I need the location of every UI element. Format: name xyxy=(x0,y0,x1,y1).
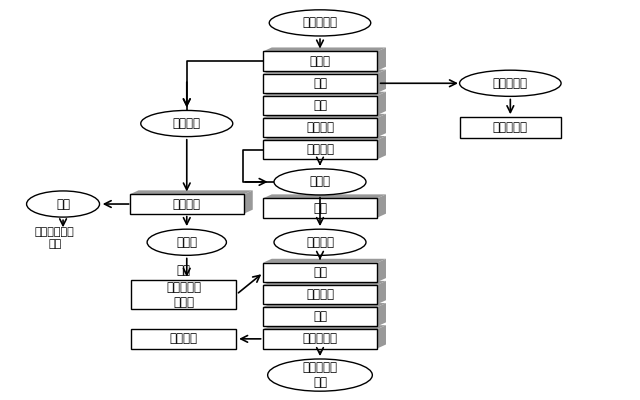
Ellipse shape xyxy=(460,70,561,96)
Text: 餐厨废弃物: 餐厨废弃物 xyxy=(303,16,337,30)
Ellipse shape xyxy=(274,169,366,195)
Bar xyxy=(263,285,377,304)
Ellipse shape xyxy=(274,229,366,255)
Text: 取样检验: 取样检验 xyxy=(170,332,198,345)
Text: 污水: 污水 xyxy=(56,198,70,210)
Text: 制粒、烘干: 制粒、烘干 xyxy=(303,332,337,345)
Polygon shape xyxy=(377,92,386,115)
Bar xyxy=(263,329,377,348)
Text: 固体发酵: 固体发酵 xyxy=(306,288,334,301)
Polygon shape xyxy=(263,325,386,329)
Polygon shape xyxy=(377,303,386,326)
Text: 出售: 出售 xyxy=(177,264,191,277)
Text: 固形物: 固形物 xyxy=(310,175,330,188)
Bar xyxy=(263,198,377,218)
Polygon shape xyxy=(263,194,386,198)
Text: 扩大再培养
的菌种: 扩大再培养 的菌种 xyxy=(166,280,201,308)
Polygon shape xyxy=(377,70,386,93)
Polygon shape xyxy=(377,48,386,71)
Bar xyxy=(263,263,377,282)
Polygon shape xyxy=(263,259,386,263)
Bar xyxy=(460,117,561,138)
Bar xyxy=(263,140,377,159)
Text: 二次除杂: 二次除杂 xyxy=(306,121,334,134)
Polygon shape xyxy=(377,281,386,304)
Polygon shape xyxy=(263,303,386,307)
Polygon shape xyxy=(377,194,386,218)
Text: 搅拌: 搅拌 xyxy=(313,266,327,279)
Bar xyxy=(131,280,236,309)
Text: 油水分离: 油水分离 xyxy=(173,198,201,210)
Polygon shape xyxy=(263,48,386,52)
Polygon shape xyxy=(263,92,386,96)
Bar xyxy=(263,74,377,93)
Polygon shape xyxy=(263,136,386,140)
Ellipse shape xyxy=(27,191,100,217)
Polygon shape xyxy=(377,136,386,159)
Ellipse shape xyxy=(141,110,233,137)
Polygon shape xyxy=(377,114,386,137)
Text: 除杂: 除杂 xyxy=(313,77,327,90)
Text: 单细胞蛋白
饲料: 单细胞蛋白 饲料 xyxy=(303,361,337,389)
Ellipse shape xyxy=(269,10,371,36)
Polygon shape xyxy=(263,281,386,285)
Bar xyxy=(263,307,377,326)
Text: 填埋或焚烧: 填埋或焚烧 xyxy=(493,121,528,134)
Bar xyxy=(263,96,377,115)
Polygon shape xyxy=(377,259,386,282)
Polygon shape xyxy=(263,114,386,118)
Polygon shape xyxy=(244,190,253,214)
Ellipse shape xyxy=(268,359,372,391)
Polygon shape xyxy=(263,70,386,74)
Text: 固液分离: 固液分离 xyxy=(306,143,334,156)
Text: 排入城市污水
管网: 排入城市污水 管网 xyxy=(35,228,75,249)
Text: 发酵原料: 发酵原料 xyxy=(306,236,334,249)
Text: 异杂物排出: 异杂物排出 xyxy=(493,77,528,90)
Ellipse shape xyxy=(147,229,227,255)
Bar xyxy=(131,329,236,348)
Bar xyxy=(130,194,244,214)
Polygon shape xyxy=(377,325,386,348)
Text: 预脱水: 预脱水 xyxy=(310,55,330,68)
Text: 灭菌: 灭菌 xyxy=(313,202,327,214)
Text: 调制: 调制 xyxy=(313,310,327,323)
Text: 泔水油: 泔水油 xyxy=(176,236,197,249)
Text: 餐厨废水: 餐厨废水 xyxy=(173,117,201,130)
Bar xyxy=(263,52,377,71)
Text: 破碎: 破碎 xyxy=(313,99,327,112)
Bar xyxy=(263,118,377,137)
Polygon shape xyxy=(130,190,253,194)
